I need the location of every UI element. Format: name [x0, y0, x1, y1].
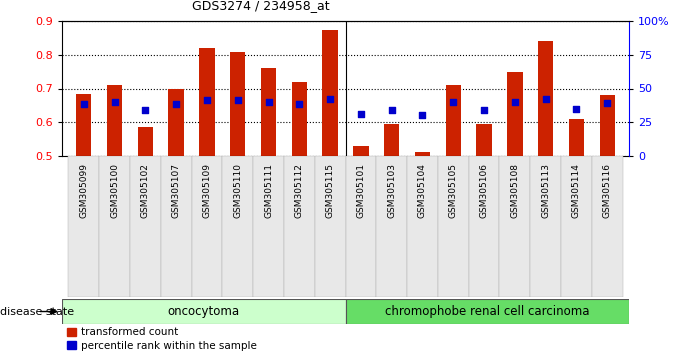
Bar	[415, 152, 430, 156]
Bar	[476, 124, 492, 156]
Text: GSM305099: GSM305099	[79, 163, 88, 218]
FancyBboxPatch shape	[530, 156, 561, 297]
Point	[479, 108, 490, 113]
Point	[325, 96, 336, 101]
Point	[109, 99, 120, 105]
Text: GSM305100: GSM305100	[110, 163, 119, 218]
FancyBboxPatch shape	[377, 156, 407, 297]
Bar	[569, 119, 584, 156]
Point	[602, 100, 613, 105]
Text: GSM305109: GSM305109	[202, 163, 211, 218]
Bar	[538, 41, 553, 156]
Point	[417, 113, 428, 118]
Text: GSM305110: GSM305110	[234, 163, 243, 218]
Bar	[353, 146, 368, 156]
FancyBboxPatch shape	[500, 156, 530, 297]
Text: GSM305108: GSM305108	[511, 163, 520, 218]
FancyBboxPatch shape	[253, 156, 284, 297]
Point	[232, 97, 243, 103]
Point	[540, 96, 551, 101]
Text: GSM305102: GSM305102	[141, 163, 150, 218]
Bar	[600, 95, 615, 156]
Text: GSM305113: GSM305113	[541, 163, 550, 218]
FancyBboxPatch shape	[407, 156, 438, 297]
FancyBboxPatch shape	[68, 156, 99, 297]
Legend: transformed count, percentile rank within the sample: transformed count, percentile rank withi…	[68, 327, 257, 350]
Text: GSM305106: GSM305106	[480, 163, 489, 218]
FancyBboxPatch shape	[314, 156, 346, 297]
Point	[355, 111, 366, 116]
Text: disease state: disease state	[0, 307, 74, 316]
FancyBboxPatch shape	[130, 156, 161, 297]
Text: GSM305116: GSM305116	[603, 163, 612, 218]
Bar	[323, 30, 338, 156]
Text: GSM305115: GSM305115	[325, 163, 334, 218]
Text: oncocytoma: oncocytoma	[168, 305, 240, 318]
Point	[78, 101, 89, 107]
Point	[201, 97, 212, 103]
Point	[294, 101, 305, 107]
Text: GSM305107: GSM305107	[171, 163, 180, 218]
Point	[448, 99, 459, 105]
Bar	[261, 68, 276, 156]
Bar	[292, 82, 307, 156]
Bar	[107, 85, 122, 156]
Bar	[230, 51, 245, 156]
Point	[263, 99, 274, 105]
Bar	[199, 48, 215, 156]
Text: GSM305112: GSM305112	[295, 163, 304, 218]
FancyBboxPatch shape	[346, 299, 629, 324]
Point	[509, 99, 520, 105]
FancyBboxPatch shape	[438, 156, 468, 297]
Text: GSM305105: GSM305105	[448, 163, 457, 218]
FancyBboxPatch shape	[191, 156, 223, 297]
Point	[571, 106, 582, 112]
FancyBboxPatch shape	[223, 156, 253, 297]
FancyBboxPatch shape	[99, 156, 130, 297]
Point	[171, 101, 182, 107]
Bar	[138, 127, 153, 156]
Text: GSM305104: GSM305104	[418, 163, 427, 218]
Bar	[384, 124, 399, 156]
Point	[386, 108, 397, 113]
FancyBboxPatch shape	[561, 156, 592, 297]
Text: GSM305114: GSM305114	[572, 163, 581, 218]
FancyBboxPatch shape	[346, 156, 377, 297]
Text: GDS3274 / 234958_at: GDS3274 / 234958_at	[191, 0, 330, 12]
FancyBboxPatch shape	[468, 156, 500, 297]
Bar	[76, 93, 91, 156]
FancyBboxPatch shape	[592, 156, 623, 297]
Bar	[446, 85, 461, 156]
FancyBboxPatch shape	[284, 156, 314, 297]
Bar	[507, 72, 522, 156]
Text: chromophobe renal cell carcinoma: chromophobe renal cell carcinoma	[385, 305, 589, 318]
Text: GSM305103: GSM305103	[387, 163, 396, 218]
Point	[140, 108, 151, 113]
Text: GSM305111: GSM305111	[264, 163, 273, 218]
Text: GSM305101: GSM305101	[357, 163, 366, 218]
FancyBboxPatch shape	[62, 299, 346, 324]
Bar	[169, 88, 184, 156]
FancyBboxPatch shape	[161, 156, 191, 297]
